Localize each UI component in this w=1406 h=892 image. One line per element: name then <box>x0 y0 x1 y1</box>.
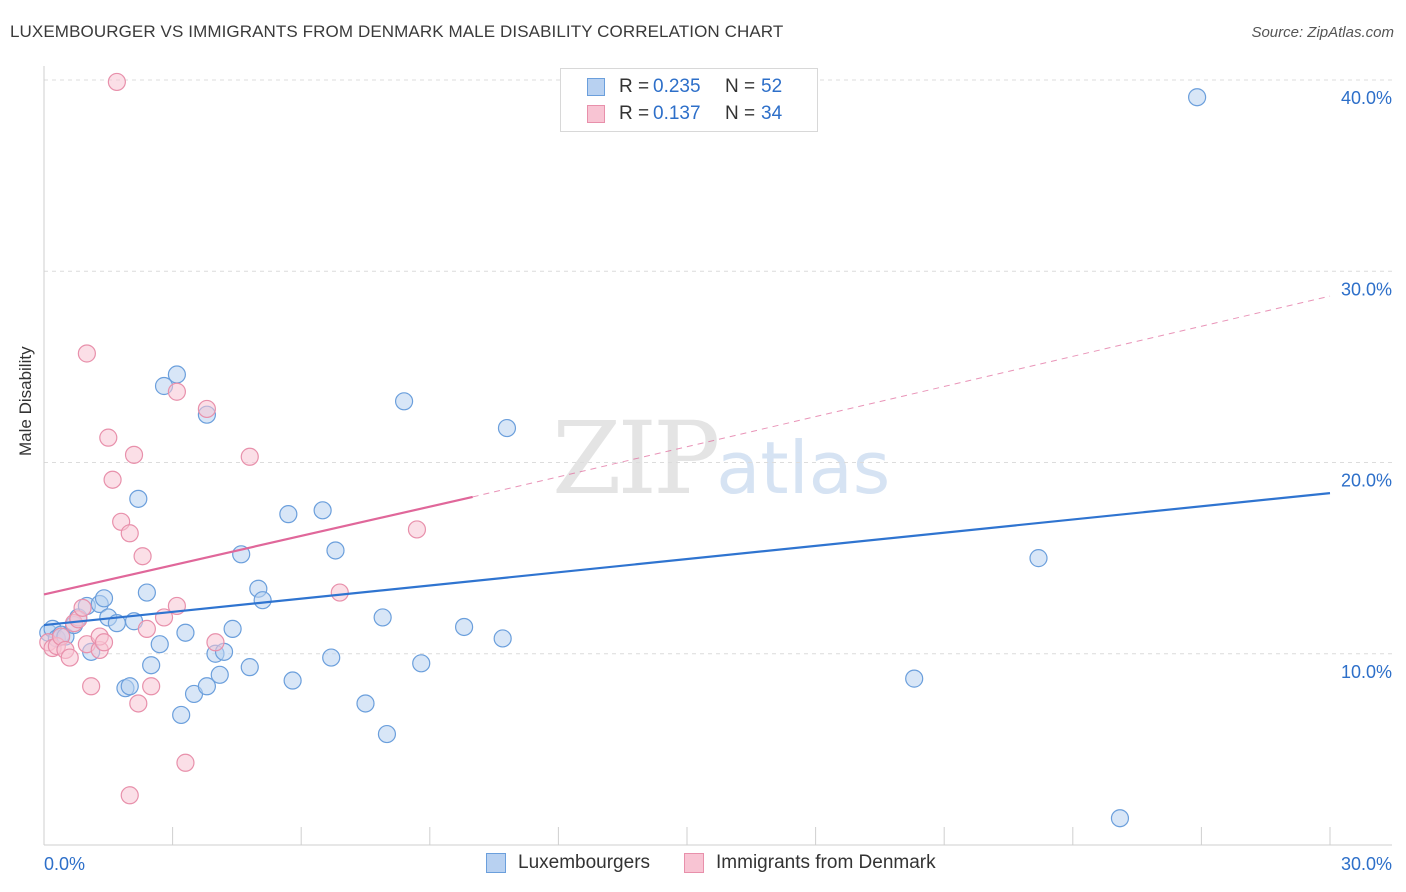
legend-r-label: R = <box>619 76 650 97</box>
legend-n-value: 34 <box>761 103 783 124</box>
y-tick-label: 20.0% <box>1341 471 1392 491</box>
y-tick-label: 40.0% <box>1341 88 1392 108</box>
legend-row-luxembourgers: R = 0.235 N = 52 <box>587 76 782 98</box>
point-luxembourgers <box>377 724 397 744</box>
point-luxembourgers <box>1188 88 1207 107</box>
legend-r-value: 0.235 <box>653 76 701 97</box>
point-denmark <box>407 520 427 539</box>
trend-line-luxembourgers <box>43 492 1331 627</box>
point-denmark <box>133 547 152 566</box>
trend-line-denmark <box>472 295 1331 498</box>
y-tick-label: 10.0% <box>1341 662 1392 682</box>
point-luxembourgers <box>176 623 195 642</box>
legend-r-label: R = <box>619 103 650 124</box>
chart-title: LUXEMBOURGER VS IMMIGRANTS FROM DENMARK … <box>10 22 784 41</box>
series-legend: Luxembourgers Immigrants from Denmark <box>486 852 970 874</box>
point-luxembourgers <box>412 654 431 673</box>
point-denmark <box>107 72 126 92</box>
point-luxembourgers <box>137 583 156 602</box>
point-luxembourgers <box>94 589 114 608</box>
legend-swatch-pink <box>684 853 705 873</box>
point-denmark <box>60 648 79 667</box>
point-luxembourgers <box>313 501 332 520</box>
point-luxembourgers <box>120 677 139 696</box>
source-credit: Source: ZipAtlas.com <box>1251 24 1394 41</box>
point-luxembourgers <box>197 677 216 696</box>
point-denmark <box>206 633 225 652</box>
legend-n-value: 52 <box>761 76 783 97</box>
point-denmark <box>240 447 259 466</box>
point-luxembourgers <box>253 591 272 610</box>
point-denmark <box>120 524 139 543</box>
point-denmark <box>82 677 101 696</box>
legend-label-denmark: Immigrants from Denmark <box>716 852 936 873</box>
point-luxembourgers <box>142 656 161 675</box>
legend-swatch-blue <box>587 78 605 96</box>
legend-item-denmark[interactable]: Immigrants from Denmark <box>684 852 936 874</box>
point-denmark <box>142 677 161 696</box>
watermark: ZIPatlas <box>552 400 890 517</box>
watermark-atlas: atlas <box>716 426 891 510</box>
x-tick-label: 30.0% <box>1341 854 1392 874</box>
x-tick-label: 0.0% <box>44 854 85 874</box>
point-luxembourgers <box>167 365 186 384</box>
point-denmark <box>77 344 96 363</box>
legend-row-denmark: R = 0.137 N = 34 <box>587 103 782 125</box>
point-luxembourgers <box>493 629 512 648</box>
legend-swatch-pink <box>587 105 605 123</box>
point-luxembourgers <box>497 418 517 438</box>
point-luxembourgers <box>240 658 259 677</box>
legend-item-luxembourgers[interactable]: Luxembourgers <box>486 852 650 874</box>
point-denmark <box>137 619 156 638</box>
point-luxembourgers <box>454 617 474 637</box>
point-denmark <box>103 470 122 489</box>
point-denmark <box>124 445 144 464</box>
point-luxembourgers <box>210 665 229 684</box>
point-denmark <box>73 598 92 617</box>
point-denmark <box>99 428 118 447</box>
point-luxembourgers <box>1110 809 1130 828</box>
point-denmark <box>167 382 186 401</box>
point-luxembourgers <box>1029 549 1048 568</box>
point-luxembourgers <box>223 619 242 638</box>
point-denmark <box>330 583 349 602</box>
point-luxembourgers <box>150 635 169 654</box>
stats-legend: R = 0.235 N = 52 R = 0.137 N = 34 <box>560 68 818 132</box>
point-denmark <box>197 399 216 419</box>
point-luxembourgers <box>172 705 191 725</box>
point-denmark <box>176 753 195 772</box>
y-tick-label: 30.0% <box>1341 279 1392 299</box>
legend-r-value: 0.137 <box>653 103 701 124</box>
point-luxembourgers <box>129 489 148 508</box>
point-denmark <box>129 694 148 713</box>
legend-swatch-blue <box>486 853 506 873</box>
trend-line-denmark <box>43 495 473 596</box>
point-denmark <box>94 633 114 652</box>
legend-n-label: N = <box>725 76 756 97</box>
point-luxembourgers <box>394 392 414 411</box>
y-axis-label: Male Disability <box>16 346 35 456</box>
point-luxembourgers <box>279 505 298 524</box>
point-luxembourgers <box>373 608 392 627</box>
point-denmark <box>120 786 139 805</box>
point-luxembourgers <box>326 541 345 560</box>
point-luxembourgers <box>283 671 302 690</box>
legend-label-luxembourgers: Luxembourgers <box>518 852 651 873</box>
point-luxembourgers <box>905 669 924 688</box>
point-luxembourgers <box>322 648 341 667</box>
point-luxembourgers <box>356 694 375 713</box>
legend-n-label: N = <box>725 103 756 124</box>
